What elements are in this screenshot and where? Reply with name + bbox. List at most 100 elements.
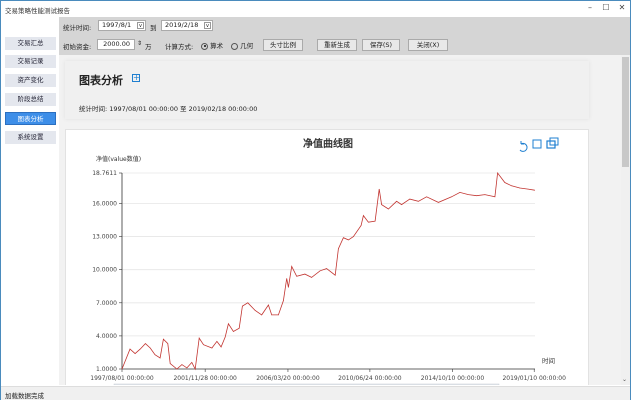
- data-point: [216, 341, 218, 342]
- data-point: [278, 314, 279, 316]
- sidebar-item-trade-summary[interactable]: 交易汇总: [5, 37, 56, 50]
- chevron-down-icon[interactable]: v: [137, 22, 144, 29]
- y-tick-label: 4.0000: [96, 333, 117, 340]
- vertical-scrollbar[interactable]: ⌄: [621, 55, 630, 385]
- data-point: [368, 221, 369, 223]
- sidebar-item-asset-changes[interactable]: 资产变化: [5, 74, 56, 87]
- capital-spinner[interactable]: ⇕: [137, 40, 143, 47]
- data-point: [360, 225, 362, 226]
- data-point: [242, 305, 243, 307]
- data-point: [186, 367, 188, 369]
- end-date-value: 2019/2/18: [165, 21, 199, 29]
- x-tick-label: 2001/11/28 00:00:00: [173, 375, 237, 382]
- data-point: [149, 347, 151, 349]
- radio-label: 算术: [210, 42, 224, 50]
- data-point: [228, 323, 229, 325]
- data-point: [418, 200, 419, 202]
- chart-card: 净值曲线图 净值(value数值) 时间 1.0000 4.0000 7.0000 10.0…: [65, 129, 589, 385]
- data-point: [304, 273, 306, 275]
- y-tick-label: 1.0000: [96, 366, 117, 373]
- sidebar-item-stage-summary[interactable]: 阶段总结: [5, 93, 56, 106]
- sidebar-item-trade-records[interactable]: 交易记录: [5, 55, 56, 68]
- title-bar: 交易策略性能测试报告 – ☐ ✕: [1, 1, 630, 17]
- data-zoom-icon[interactable]: [532, 139, 542, 149]
- capital-input[interactable]: 2000.00: [97, 39, 135, 50]
- restore-icon[interactable]: [519, 141, 528, 152]
- data-point: [296, 276, 297, 277]
- header-card: 图表分析 + 统计时间: 1997/08/01 00:00:00 至 2019/…: [65, 61, 589, 119]
- chart-title: 净值曲线图: [303, 137, 353, 150]
- method-label: 计算方式:: [165, 43, 194, 51]
- data-point: [476, 195, 477, 197]
- data-point: [381, 204, 382, 205]
- data-point: [497, 172, 498, 174]
- regenerate-button[interactable]: 重新生成: [317, 39, 357, 51]
- data-point: [247, 302, 249, 304]
- save-button[interactable]: 保存(S): [362, 39, 400, 51]
- data-point: [534, 189, 536, 191]
- method-radio-geometric[interactable]: 几何: [231, 40, 253, 50]
- data-point: [438, 202, 439, 203]
- sidebar-item-system-settings[interactable]: 系统设置: [5, 131, 56, 144]
- end-date-picker[interactable]: 2019/2/18 v: [161, 20, 213, 31]
- sidebar-item-chart-analysis[interactable]: 图表分析: [5, 112, 56, 125]
- data-point: [139, 348, 141, 350]
- data-point: [319, 270, 321, 272]
- y-tick-label: 7.0000: [96, 300, 117, 307]
- chevron-down-icon[interactable]: v: [204, 22, 211, 29]
- data-point: [261, 314, 262, 316]
- capital-label: 初始资金:: [63, 43, 92, 51]
- close-window-button[interactable]: ✕: [618, 3, 626, 12]
- data-point: [468, 194, 469, 195]
- data-point: [286, 278, 287, 279]
- close-button[interactable]: 关闭(X): [408, 39, 448, 51]
- window-title: 交易策略性能测试报告: [5, 7, 70, 15]
- data-point: [121, 368, 123, 370]
- data-point: [511, 185, 512, 187]
- data-point: [426, 196, 427, 198]
- data-point: [211, 347, 213, 349]
- y-tick-label: 18.7611: [92, 170, 117, 177]
- data-point: [145, 343, 146, 344]
- data-point: [220, 346, 222, 348]
- radio-checked-icon[interactable]: [201, 42, 208, 50]
- data-point: [254, 310, 256, 311]
- data-point: [374, 220, 376, 222]
- data-point: [348, 239, 349, 241]
- x-tick-label: 1997/08/01 00:00:00: [90, 375, 154, 382]
- data-point: [527, 188, 529, 190]
- data-point: [334, 274, 336, 276]
- minimize-button[interactable]: –: [588, 3, 592, 12]
- data-point: [288, 287, 289, 288]
- data-point: [388, 208, 389, 210]
- data-zoom-slider[interactable]: [113, 383, 500, 385]
- data-point: [198, 337, 200, 339]
- y-axis-label: 净值(value数值): [96, 155, 141, 163]
- chevron-down-icon[interactable]: ⌄: [622, 376, 628, 383]
- data-point: [167, 343, 169, 344]
- data-point: [291, 266, 292, 267]
- data-point: [459, 192, 461, 193]
- sidebar: 交易汇总 交易记录 资产变化 阶段总结 图表分析 系统设置: [1, 17, 59, 385]
- start-date-picker[interactable]: 1997/8/1 v: [98, 20, 146, 31]
- position-ratio-button[interactable]: 头寸比例: [263, 39, 303, 51]
- method-radio-arithmetic[interactable]: 算术: [201, 40, 223, 50]
- maximize-button[interactable]: ☐: [602, 3, 610, 12]
- data-point: [268, 304, 269, 306]
- x-tick-label: 2014/10/10 00:00:00: [421, 375, 485, 382]
- data-point: [169, 363, 171, 364]
- data-point: [311, 277, 312, 278]
- plus-square-icon[interactable]: +: [132, 73, 140, 82]
- main-content: 图表分析 + 统计时间: 1997/08/01 00:00:00 至 2019/…: [59, 55, 621, 385]
- radio-unchecked-icon[interactable]: [231, 42, 238, 50]
- data-point: [194, 368, 196, 370]
- data-point: [378, 188, 380, 190]
- period-text: 统计时间: 1997/08/01 00:00:00 至 2019/02/18 0…: [79, 105, 258, 113]
- data-point: [233, 331, 234, 332]
- scrollbar-thumb[interactable]: [622, 57, 629, 167]
- to-label: 到: [150, 24, 157, 32]
- data-point: [154, 354, 156, 355]
- data-point: [238, 327, 240, 329]
